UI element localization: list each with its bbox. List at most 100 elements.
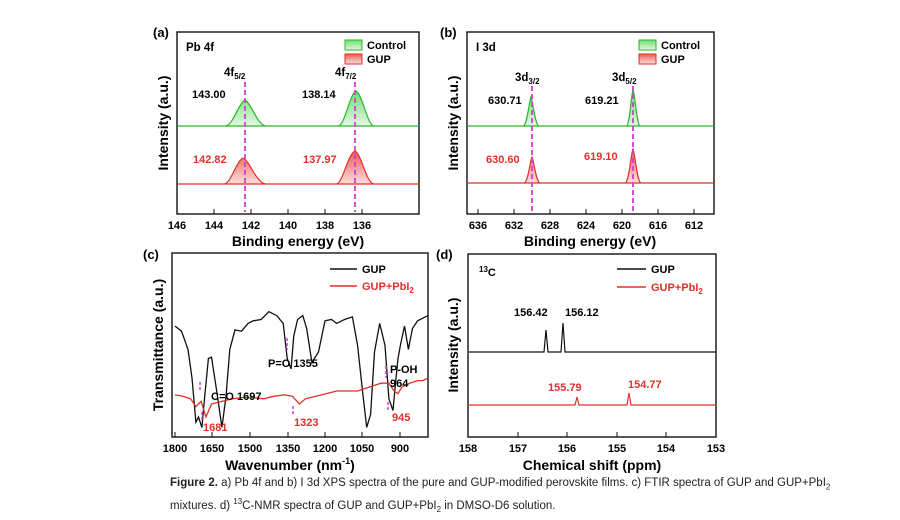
panel-a-region: Pb 4f: [186, 42, 214, 54]
ftir-gup-pbi2-line: [174, 377, 429, 419]
legend-gup-label: GUP: [651, 264, 675, 276]
legend-gup-label: GUP: [661, 54, 685, 66]
gup-value-2: 137.97: [303, 154, 337, 166]
caption-label: Figure 2.: [170, 477, 218, 489]
legend-control-label: Control: [367, 40, 406, 52]
svg-text:612: 612: [685, 220, 703, 232]
panel-d-legend: GUP GUP+PbI2: [617, 264, 703, 296]
gup-spectrum: [468, 147, 714, 184]
legend-gup-swatch: [344, 53, 363, 65]
panel-a-legend: Control GUP: [344, 39, 406, 66]
panel-c-xlabel: Wavenumber (nm-1): [225, 456, 355, 473]
peak-label-3d32: 3d3/2: [515, 72, 540, 86]
gup-value-2: 619.10: [584, 151, 618, 163]
svg-text:1350: 1350: [276, 443, 300, 455]
legend-gup-pbi2-label: GUP+PbI2: [362, 281, 414, 295]
gup-value-1: 630.60: [486, 154, 520, 166]
caption-text-1: a) Pb 4f and b) I 3d XPS spectra of the …: [217, 477, 826, 489]
panel-b-letter: (b): [440, 25, 457, 40]
panel-a-ylabel: Intensity (a.u.): [155, 76, 171, 171]
control-value-2: 138.14: [302, 89, 337, 101]
panel-b-frame: [466, 31, 715, 215]
svg-text:154: 154: [657, 443, 676, 455]
panel-a-letter: (a): [153, 25, 169, 40]
svg-text:146: 146: [168, 220, 186, 232]
panel-a-xlabel: Binding energy (eV): [232, 233, 364, 249]
peak-label-4f52: 4f5/2: [224, 67, 246, 81]
svg-text:155: 155: [608, 443, 626, 455]
panel-d-xlabel: Chemical shift (ppm): [523, 457, 661, 473]
svg-text:636: 636: [469, 220, 487, 232]
svg-text:1650: 1650: [200, 443, 224, 455]
svg-text:158: 158: [459, 443, 477, 455]
control-spectrum: [178, 90, 419, 127]
svg-text:1200: 1200: [313, 443, 337, 455]
red-value-945: 945: [392, 412, 410, 424]
panel-c-letter: (c): [143, 247, 159, 262]
annotation-poh-2: 964: [390, 378, 409, 390]
svg-text:156: 156: [558, 443, 576, 455]
caption-sub-2: 2: [436, 505, 442, 515]
legend-gup-pbi2-label: GUP+PbI2: [651, 282, 703, 296]
legend-control-label: Control: [661, 40, 700, 52]
panel-a: (a) Pb 4f Control GUP 4f5/2 4f7/2 143.00…: [153, 25, 420, 249]
annotation-poh-1: P-OH: [390, 364, 418, 376]
red-value-1681: 1681: [203, 422, 227, 434]
svg-text:1500: 1500: [238, 443, 262, 455]
legend-control-swatch: [344, 39, 363, 51]
gup-value-1: 142.82: [193, 154, 227, 166]
legend-gup-swatch: [638, 53, 657, 65]
panel-a-frame: [176, 31, 420, 215]
panel-b-ylabel: Intensity (a.u.): [445, 76, 461, 171]
svg-text:138: 138: [316, 220, 334, 232]
panel-c: (c) GUP GUP+PbI2 C=O 1697 P=O 1355 P-OH …: [143, 247, 429, 473]
control-value-1: 143.00: [192, 89, 226, 101]
svg-text:157: 157: [509, 443, 527, 455]
legend-gup-label: GUP: [362, 264, 386, 276]
legend-control-swatch: [638, 39, 657, 51]
annotation-po: P=O 1355: [268, 358, 318, 370]
panel-d-ylabel: Intensity (a.u.): [445, 298, 461, 393]
panel-b-legend: Control GUP: [638, 39, 700, 66]
panel-c-frame: [171, 252, 429, 438]
svg-text:616: 616: [649, 220, 667, 232]
legend-gup-label: GUP: [367, 54, 391, 66]
panel-c-ylabel: Transmittance (a.u.): [150, 279, 166, 411]
svg-text:624: 624: [577, 220, 596, 232]
panel-d-frame: [467, 253, 717, 438]
panel-d: (d) 13C GUP GUP+PbI2 156.42 156.12 155.7…: [436, 247, 725, 473]
control-spectrum: [468, 88, 714, 127]
panel-c-legend: GUP GUP+PbI2: [330, 264, 414, 295]
svg-text:140: 140: [279, 220, 297, 232]
peak-label-3d52: 3d5/2: [612, 72, 637, 86]
caption-sub-1: 2: [825, 482, 831, 492]
annotation-co: C=O 1697: [211, 391, 261, 403]
svg-text:632: 632: [505, 220, 523, 232]
nmr-gup-pbi2-line: [469, 392, 716, 406]
red-value-1323: 1323: [294, 417, 318, 429]
nmr-value-1: 156.42: [514, 307, 548, 319]
caption-text-4: in DMSO-D6 solution.: [441, 500, 556, 513]
panel-d-nucleus: 13C: [479, 265, 496, 279]
ftir-gup-line: [174, 310, 429, 428]
caption-text-3: C-NMR spectra of GUP and GUP+PbI: [242, 500, 437, 513]
nmr-value-2: 156.12: [565, 307, 599, 319]
figure-caption: Figure 2. a) Pb 4f and b) I 3d XPS spect…: [170, 476, 870, 517]
svg-text:153: 153: [707, 443, 725, 455]
svg-text:1050: 1050: [350, 443, 374, 455]
panel-b: (b) I 3d Control GUP 3d3/2 3d5/2 630.71 …: [440, 25, 715, 249]
svg-text:628: 628: [541, 220, 559, 232]
panel-b-region: I 3d: [476, 42, 496, 54]
peak-label-4f72: 4f7/2: [335, 67, 357, 81]
panel-d-letter: (d): [436, 247, 453, 262]
nmr-red-value-1: 155.79: [548, 382, 582, 394]
caption-sup-1: 13: [233, 497, 243, 507]
svg-text:136: 136: [353, 220, 371, 232]
panel-d-xticks: 158 157 156 155 154 153: [459, 432, 725, 455]
svg-text:1800: 1800: [163, 443, 187, 455]
nmr-gup-line: [469, 322, 716, 353]
svg-text:620: 620: [613, 220, 631, 232]
svg-text:142: 142: [242, 220, 260, 232]
panel-b-xlabel: Binding energy (eV): [524, 233, 656, 249]
